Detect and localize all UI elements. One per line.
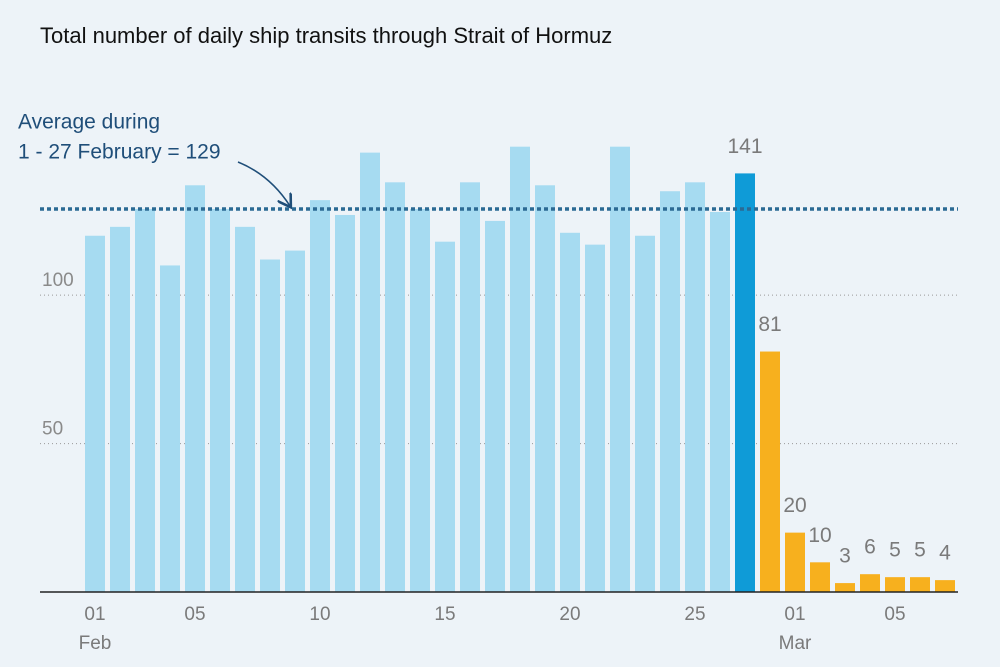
bar [635,235,655,592]
x-tick-label: 01 [784,604,805,625]
bar [335,214,355,592]
x-tick-label: 20 [559,604,580,625]
x-tick-label: 10 [309,604,330,625]
bar [710,212,730,592]
x-tick-label: 15 [434,604,455,625]
bar [385,182,405,592]
bar [460,182,480,592]
bar [560,232,580,592]
bar [485,220,505,592]
bar [585,244,605,592]
month-label: Mar [779,633,812,654]
bar [410,209,430,592]
value-label: 141 [727,135,762,158]
bar [610,146,630,592]
bar [660,191,680,592]
x-tick-label: 25 [684,604,705,625]
annotation-arrow [237,161,290,206]
bar [860,574,880,592]
value-label: 5 [889,539,901,562]
bar [235,226,255,592]
value-label: 10 [808,524,831,547]
annotation: Average during [18,111,160,134]
month-label: Feb [79,633,112,654]
value-label: 6 [864,536,876,559]
bar [510,146,530,592]
bar [110,226,130,592]
bar [760,351,780,592]
value-label: 4 [939,542,951,565]
bar [535,185,555,592]
chart-title: Total number of daily ship transits thro… [40,23,612,48]
y-tick-label: 100 [42,270,74,291]
bar [435,241,455,592]
annotation: 1 - 27 February = 129 [18,141,221,164]
bar [360,152,380,592]
bar [85,235,105,592]
bar [260,259,280,592]
x-tick-label: 05 [884,604,905,625]
x-tick-label: 05 [184,604,205,625]
bar [935,580,955,592]
y-tick-label: 50 [42,419,63,440]
value-label: 5 [914,539,926,562]
value-label: 3 [839,545,851,568]
bar [910,577,930,592]
bar [285,250,305,592]
bar [785,532,805,592]
bar [210,209,230,592]
bar [685,182,705,592]
bar [135,209,155,592]
x-tick-label: 01 [84,604,105,625]
bar [310,200,330,592]
bar [810,562,830,592]
bar [185,185,205,592]
bar [835,583,855,592]
bar [885,577,905,592]
value-label: 81 [758,313,781,336]
value-label: 20 [783,494,806,517]
bar [735,173,755,592]
bar [160,265,180,592]
